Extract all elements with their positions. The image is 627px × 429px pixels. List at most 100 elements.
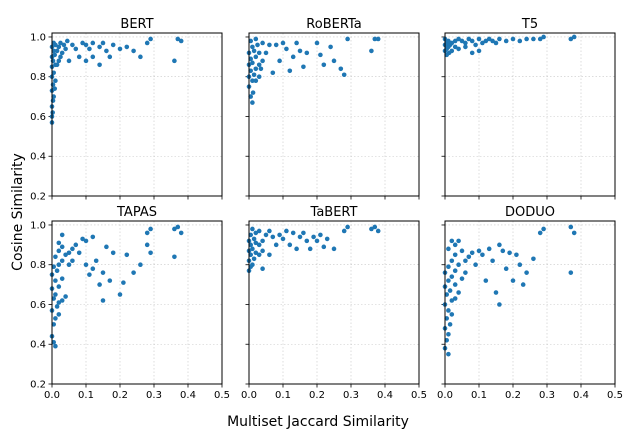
data-point — [490, 38, 495, 44]
data-point — [138, 262, 143, 268]
data-point — [52, 86, 58, 91]
data-point — [447, 322, 453, 327]
data-point — [531, 36, 536, 42]
data-point — [65, 38, 70, 44]
data-point — [318, 52, 323, 58]
data-point — [51, 70, 56, 76]
data-point — [248, 252, 253, 258]
data-point — [324, 236, 330, 242]
data-point — [93, 258, 99, 264]
y-tick-label: 0.4 — [30, 152, 46, 163]
data-point — [253, 36, 259, 42]
data-point — [256, 242, 262, 248]
data-point — [124, 44, 130, 50]
data-point — [172, 254, 177, 260]
data-point — [318, 232, 323, 238]
data-point — [256, 50, 262, 56]
data-point — [107, 54, 113, 60]
data-point — [73, 242, 79, 248]
data-point — [524, 36, 529, 42]
data-point — [531, 256, 536, 262]
data-point — [90, 54, 96, 60]
data-point — [280, 40, 286, 46]
data-point — [510, 36, 516, 42]
data-point — [469, 38, 475, 44]
data-point — [260, 238, 265, 244]
y-tick-label: 1.0 — [30, 220, 46, 231]
data-point — [287, 242, 293, 248]
data-point — [51, 94, 56, 99]
y-tick-label: 0.6 — [30, 112, 46, 123]
data-point — [446, 278, 451, 283]
data-point — [59, 232, 65, 238]
data-point — [338, 66, 344, 72]
data-point — [87, 46, 92, 52]
data-point — [260, 58, 265, 64]
data-point — [56, 58, 62, 64]
data-point — [51, 322, 56, 327]
data-point — [452, 296, 458, 301]
x-tick-label: 0.4 — [180, 390, 196, 401]
data-point — [53, 78, 58, 84]
panel-title: DODUO — [505, 205, 555, 220]
data-point — [248, 68, 253, 74]
data-point — [280, 236, 286, 242]
data-point — [456, 262, 461, 268]
data-point — [483, 38, 489, 44]
x-tick-label: 0.0 — [241, 390, 257, 401]
data-point — [490, 258, 495, 264]
data-point — [307, 246, 313, 252]
data-point — [463, 258, 468, 264]
data-point — [50, 82, 56, 87]
data-point — [267, 42, 272, 48]
data-point — [253, 66, 259, 72]
data-point — [456, 290, 461, 295]
data-point — [148, 36, 153, 42]
data-point — [260, 248, 265, 254]
data-point — [80, 236, 85, 242]
data-point — [311, 234, 316, 240]
data-point — [178, 230, 184, 236]
data-point — [52, 52, 58, 58]
data-point — [248, 94, 253, 99]
data-point — [287, 68, 293, 74]
data-point — [83, 58, 89, 64]
data-point — [138, 54, 143, 60]
data-point — [117, 46, 123, 52]
data-point — [290, 230, 296, 236]
x-tick-label: 0.2 — [309, 390, 325, 401]
panel-t5: T5 — [441, 17, 616, 200]
panel-tapas: 0.0 0.1 0.2 0.3 0.4 0.5 0.2 0.4 0.6 0.8 1.0 TAPAS — [30, 205, 230, 401]
panel-bert: 0.2 0.4 0.6 0.8 1.0 BERT — [30, 17, 223, 203]
data-point — [449, 238, 455, 244]
data-point — [301, 230, 306, 236]
data-point — [568, 36, 574, 42]
panel-title: TAPAS — [116, 205, 157, 220]
y-tick-label: 0.8 — [30, 72, 46, 83]
data-point — [341, 228, 347, 234]
data-point — [53, 254, 58, 260]
y-axis-label: Cosine Similarity — [10, 153, 26, 271]
data-point — [568, 224, 574, 230]
data-point — [263, 50, 269, 56]
data-point — [260, 40, 265, 46]
data-point — [449, 40, 455, 46]
data-point — [520, 282, 526, 287]
data-point — [178, 38, 184, 44]
data-point — [58, 54, 63, 60]
data-point — [100, 40, 106, 46]
data-point — [251, 236, 257, 242]
data-point — [256, 228, 262, 234]
data-point — [131, 48, 136, 54]
data-point — [297, 48, 303, 54]
data-point — [449, 312, 455, 317]
data-point — [497, 36, 502, 42]
data-point — [51, 40, 56, 46]
panel-doduo: 0.0 0.1 0.2 0.3 0.4 0.5 DODUO — [437, 205, 623, 401]
data-point — [144, 230, 150, 236]
data-point — [110, 42, 116, 48]
data-point — [480, 40, 485, 46]
data-point — [250, 262, 255, 268]
y-tick-label: 0.4 — [30, 340, 46, 351]
